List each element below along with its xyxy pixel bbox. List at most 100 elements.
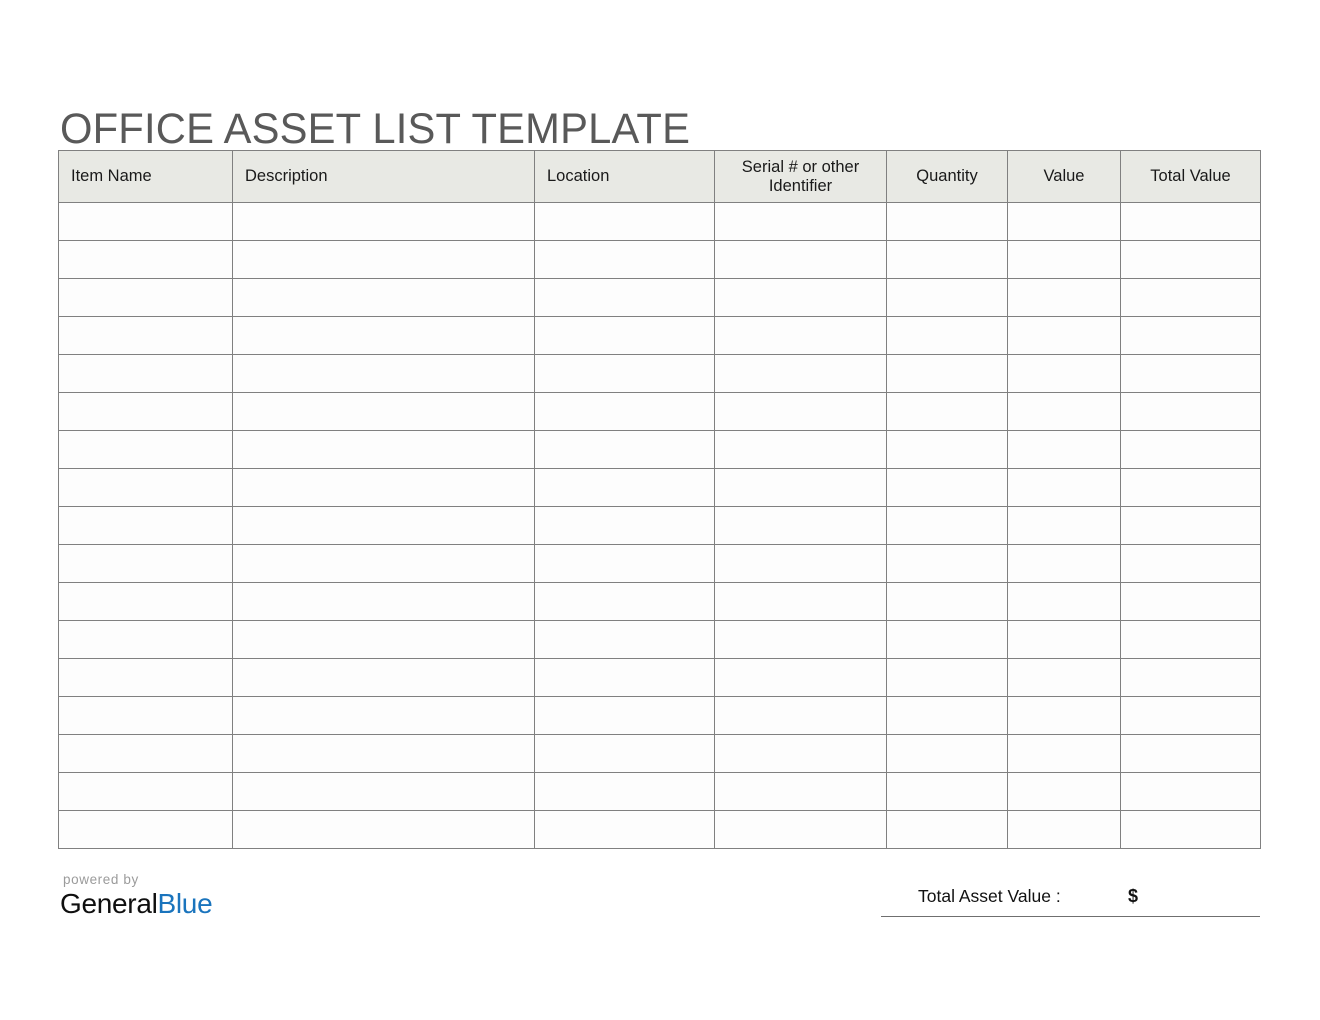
cell-serial[interactable] bbox=[714, 468, 887, 507]
cell-serial[interactable] bbox=[714, 620, 887, 659]
cell-serial[interactable] bbox=[714, 316, 887, 355]
cell-serial[interactable] bbox=[714, 772, 887, 811]
cell-description[interactable] bbox=[232, 468, 535, 507]
cell-location[interactable] bbox=[534, 810, 715, 849]
cell-quantity[interactable] bbox=[886, 810, 1008, 849]
cell-item_name[interactable] bbox=[58, 278, 233, 317]
column-header-serial[interactable]: Serial # or other Identifier bbox=[714, 150, 887, 203]
cell-quantity[interactable] bbox=[886, 430, 1008, 469]
cell-serial[interactable] bbox=[714, 354, 887, 393]
cell-quantity[interactable] bbox=[886, 278, 1008, 317]
cell-quantity[interactable] bbox=[886, 202, 1008, 241]
cell-description[interactable] bbox=[232, 696, 535, 735]
cell-description[interactable] bbox=[232, 810, 535, 849]
cell-value[interactable] bbox=[1007, 468, 1121, 507]
cell-description[interactable] bbox=[232, 506, 535, 545]
cell-location[interactable] bbox=[534, 430, 715, 469]
column-header-location[interactable]: Location bbox=[534, 150, 715, 203]
cell-total_value[interactable] bbox=[1120, 278, 1261, 317]
cell-quantity[interactable] bbox=[886, 506, 1008, 545]
cell-item_name[interactable] bbox=[58, 430, 233, 469]
cell-value[interactable] bbox=[1007, 696, 1121, 735]
column-header-total-value[interactable]: Total Value bbox=[1120, 150, 1261, 203]
cell-location[interactable] bbox=[534, 772, 715, 811]
cell-item_name[interactable] bbox=[58, 696, 233, 735]
cell-total_value[interactable] bbox=[1120, 354, 1261, 393]
cell-quantity[interactable] bbox=[886, 316, 1008, 355]
cell-quantity[interactable] bbox=[886, 468, 1008, 507]
cell-quantity[interactable] bbox=[886, 620, 1008, 659]
cell-location[interactable] bbox=[534, 696, 715, 735]
cell-serial[interactable] bbox=[714, 734, 887, 773]
cell-total_value[interactable] bbox=[1120, 582, 1261, 621]
cell-item_name[interactable] bbox=[58, 810, 233, 849]
cell-total_value[interactable] bbox=[1120, 544, 1261, 583]
cell-location[interactable] bbox=[534, 278, 715, 317]
cell-description[interactable] bbox=[232, 734, 535, 773]
cell-description[interactable] bbox=[232, 658, 535, 697]
total-asset-value-field[interactable]: Total Asset Value : $ bbox=[881, 884, 1260, 917]
cell-value[interactable] bbox=[1007, 658, 1121, 697]
cell-value[interactable] bbox=[1007, 772, 1121, 811]
cell-serial[interactable] bbox=[714, 202, 887, 241]
cell-item_name[interactable] bbox=[58, 772, 233, 811]
cell-value[interactable] bbox=[1007, 810, 1121, 849]
cell-value[interactable] bbox=[1007, 392, 1121, 431]
cell-item_name[interactable] bbox=[58, 582, 233, 621]
cell-item_name[interactable] bbox=[58, 316, 233, 355]
cell-item_name[interactable] bbox=[58, 620, 233, 659]
cell-quantity[interactable] bbox=[886, 582, 1008, 621]
cell-serial[interactable] bbox=[714, 240, 887, 279]
cell-location[interactable] bbox=[534, 354, 715, 393]
cell-description[interactable] bbox=[232, 278, 535, 317]
cell-serial[interactable] bbox=[714, 582, 887, 621]
cell-location[interactable] bbox=[534, 658, 715, 697]
cell-location[interactable] bbox=[534, 316, 715, 355]
cell-value[interactable] bbox=[1007, 582, 1121, 621]
cell-item_name[interactable] bbox=[58, 658, 233, 697]
cell-description[interactable] bbox=[232, 240, 535, 279]
column-header-description[interactable]: Description bbox=[232, 150, 535, 203]
cell-quantity[interactable] bbox=[886, 658, 1008, 697]
cell-location[interactable] bbox=[534, 620, 715, 659]
cell-quantity[interactable] bbox=[886, 392, 1008, 431]
cell-description[interactable] bbox=[232, 354, 535, 393]
cell-item_name[interactable] bbox=[58, 734, 233, 773]
cell-item_name[interactable] bbox=[58, 354, 233, 393]
cell-total_value[interactable] bbox=[1120, 772, 1261, 811]
cell-value[interactable] bbox=[1007, 354, 1121, 393]
cell-total_value[interactable] bbox=[1120, 810, 1261, 849]
cell-serial[interactable] bbox=[714, 696, 887, 735]
cell-value[interactable] bbox=[1007, 544, 1121, 583]
cell-value[interactable] bbox=[1007, 202, 1121, 241]
cell-value[interactable] bbox=[1007, 620, 1121, 659]
cell-serial[interactable] bbox=[714, 810, 887, 849]
cell-item_name[interactable] bbox=[58, 202, 233, 241]
cell-total_value[interactable] bbox=[1120, 696, 1261, 735]
cell-serial[interactable] bbox=[714, 506, 887, 545]
cell-description[interactable] bbox=[232, 392, 535, 431]
cell-value[interactable] bbox=[1007, 430, 1121, 469]
cell-total_value[interactable] bbox=[1120, 392, 1261, 431]
cell-location[interactable] bbox=[534, 544, 715, 583]
cell-serial[interactable] bbox=[714, 430, 887, 469]
cell-description[interactable] bbox=[232, 202, 535, 241]
cell-serial[interactable] bbox=[714, 658, 887, 697]
cell-total_value[interactable] bbox=[1120, 430, 1261, 469]
cell-description[interactable] bbox=[232, 620, 535, 659]
cell-value[interactable] bbox=[1007, 316, 1121, 355]
cell-location[interactable] bbox=[534, 392, 715, 431]
cell-description[interactable] bbox=[232, 772, 535, 811]
cell-total_value[interactable] bbox=[1120, 658, 1261, 697]
cell-location[interactable] bbox=[534, 468, 715, 507]
cell-total_value[interactable] bbox=[1120, 240, 1261, 279]
column-header-item-name[interactable]: Item Name bbox=[58, 150, 233, 203]
cell-quantity[interactable] bbox=[886, 734, 1008, 773]
cell-location[interactable] bbox=[534, 240, 715, 279]
column-header-quantity[interactable]: Quantity bbox=[886, 150, 1008, 203]
cell-total_value[interactable] bbox=[1120, 316, 1261, 355]
cell-value[interactable] bbox=[1007, 506, 1121, 545]
cell-quantity[interactable] bbox=[886, 696, 1008, 735]
cell-value[interactable] bbox=[1007, 278, 1121, 317]
cell-description[interactable] bbox=[232, 316, 535, 355]
